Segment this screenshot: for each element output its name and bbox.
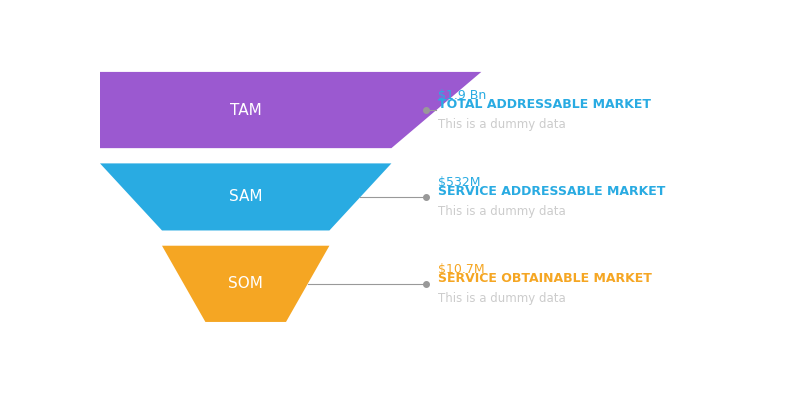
Text: SOM: SOM [228,276,263,291]
Text: TAM: TAM [230,103,262,118]
Polygon shape [10,72,482,148]
Text: TOTAL ADDRESSABLE MARKET: TOTAL ADDRESSABLE MARKET [438,98,651,111]
Text: SERVICE ADDRESSABLE MARKET: SERVICE ADDRESSABLE MARKET [438,185,666,198]
Polygon shape [100,164,391,230]
Text: This is a dummy data: This is a dummy data [438,292,566,305]
Polygon shape [162,246,330,322]
Text: SAM: SAM [229,189,262,204]
Text: $10.7M: $10.7M [438,263,485,276]
Text: This is a dummy data: This is a dummy data [438,205,566,218]
Text: This is a dummy data: This is a dummy data [438,118,566,131]
Text: $532M: $532M [438,176,480,189]
Text: $1.9 Bn: $1.9 Bn [438,89,486,102]
Text: SERVICE OBTAINABLE MARKET: SERVICE OBTAINABLE MARKET [438,272,652,285]
